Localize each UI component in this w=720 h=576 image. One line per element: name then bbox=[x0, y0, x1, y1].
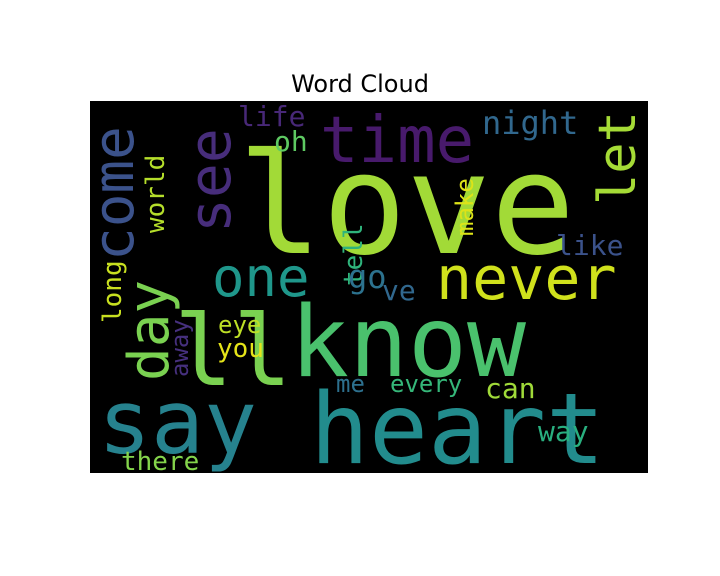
word-time: time bbox=[320, 104, 474, 178]
word-oh: oh bbox=[274, 125, 308, 158]
word-come: come bbox=[90, 126, 147, 261]
word-like: like bbox=[556, 229, 623, 262]
word-away: away bbox=[166, 319, 194, 377]
chart-title: Word Cloud bbox=[291, 70, 429, 98]
word-life: life bbox=[238, 101, 305, 133]
word-go: go bbox=[348, 258, 387, 296]
word-way: way bbox=[538, 415, 589, 448]
word-me: me bbox=[336, 370, 365, 398]
word-never: never bbox=[436, 244, 617, 314]
word-long: long bbox=[98, 260, 128, 323]
cloud-background bbox=[90, 101, 648, 473]
word-every: every bbox=[390, 370, 462, 398]
word-heart: heart bbox=[310, 373, 605, 473]
word-let: let bbox=[588, 111, 648, 205]
word-love: love bbox=[238, 124, 575, 287]
word-make: make bbox=[451, 178, 479, 236]
word-day: day bbox=[117, 280, 182, 381]
word-tell: tell bbox=[339, 223, 369, 286]
word-night: night bbox=[482, 104, 578, 142]
word-there: there bbox=[121, 447, 199, 473]
word-can: can bbox=[485, 372, 536, 405]
word-you: you bbox=[217, 334, 264, 364]
word-world: world bbox=[141, 155, 171, 233]
word-ll: ll bbox=[174, 295, 292, 409]
word-ve: ve bbox=[382, 274, 416, 307]
word-see: see bbox=[176, 128, 244, 233]
word-one: one bbox=[212, 246, 310, 309]
word-say: say bbox=[98, 371, 257, 473]
word-know: know bbox=[290, 286, 526, 400]
word-eye: eye bbox=[218, 311, 261, 339]
